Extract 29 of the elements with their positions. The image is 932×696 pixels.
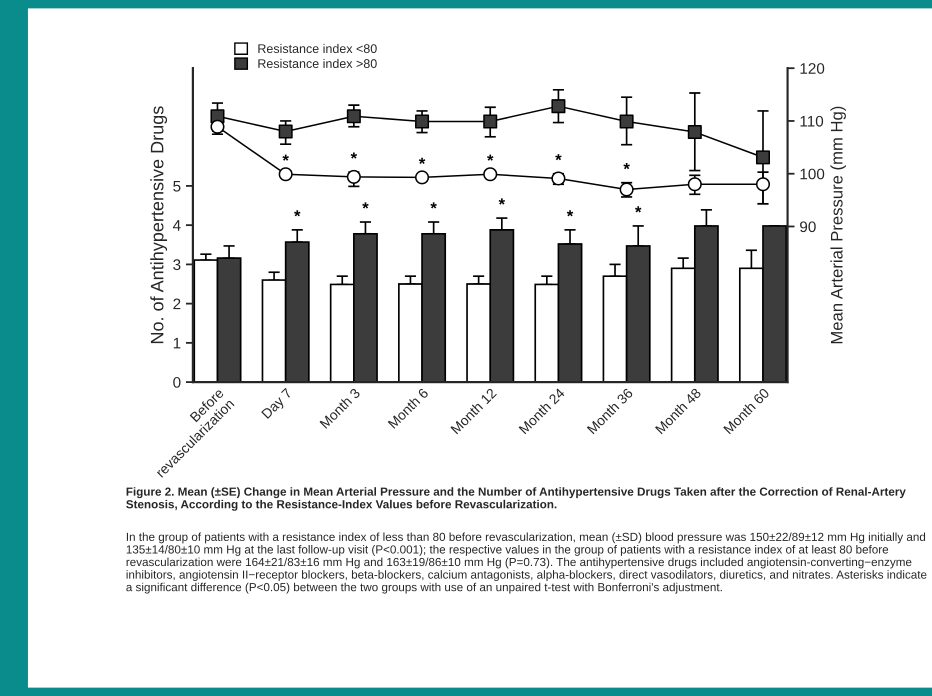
y2-tick-label: 120 [800,63,824,74]
data-label: * [350,152,358,159]
data-label: * [555,154,562,160]
legend-label: Resistance index >80 [258,58,377,68]
data-label: * [635,206,642,212]
y2-tick-label: 90 [800,221,816,232]
data-label: * [282,154,289,161]
data-label: * [362,202,369,209]
y2-axis-title: Mean Arterial Pressure (mm Hg) [830,106,846,344]
y-tick-label: 5 [173,180,180,192]
y-tick-label: 1 [174,338,180,348]
x-tick-label: Day 7 [261,388,294,421]
y2-tick-label: 110 [800,116,824,127]
data-label: * [566,210,574,216]
y2-tick-label: 100 [800,168,824,180]
y-tick-label: 2 [173,298,180,310]
data-label: * [418,158,426,164]
y-tick-label: 3 [173,259,180,270]
y-tick-label: 4 [172,220,181,231]
text: Figure 2. Mean (±SE) Change in Mean Arterial Pressure and the Number of Antihypertensive Drugs Taken after the Correction of Renal-Artery Stenosis, According to the Resistance-Index Values before Revascularization. [126,487,906,511]
data-label: * [430,202,437,209]
text: In the group of patients with a resistance index of less than 80 before revascularization, mean (±SD) blood pressure was 150±22/89±12 mm Hg initially and 135±14/80±10 mm Hg at the last follow-up visit (P<0.001); the respective values in the group of patients with a resistance index of at least 80 before revascularization were 164±21/83±16 mm Hg and 163±19/86±10 mm Hg (P=0.73). The antihypertensive drugs included angiotensin-converting−enzyme inhibitors, angiotensin II−receptor blockers, beta-blockers, calcium antagonists, alpha-blockers, direct vasodilators, diuretics, and nitrates. Asterisks indicate a significant difference (P<0.05) between the two groups with use of an unpaired t-test with Bonferroni's adjustment. [126,532,926,594]
y-axis-title: No. of Antihypertensive Drugs [150,106,168,344]
data-label: * [498,198,506,205]
data-label: * [623,163,630,170]
data-label: * [294,210,300,216]
y-tick-label: 0 [173,376,181,388]
data-label: * [487,154,494,161]
legend-label: Resistance index <80 [258,44,377,54]
